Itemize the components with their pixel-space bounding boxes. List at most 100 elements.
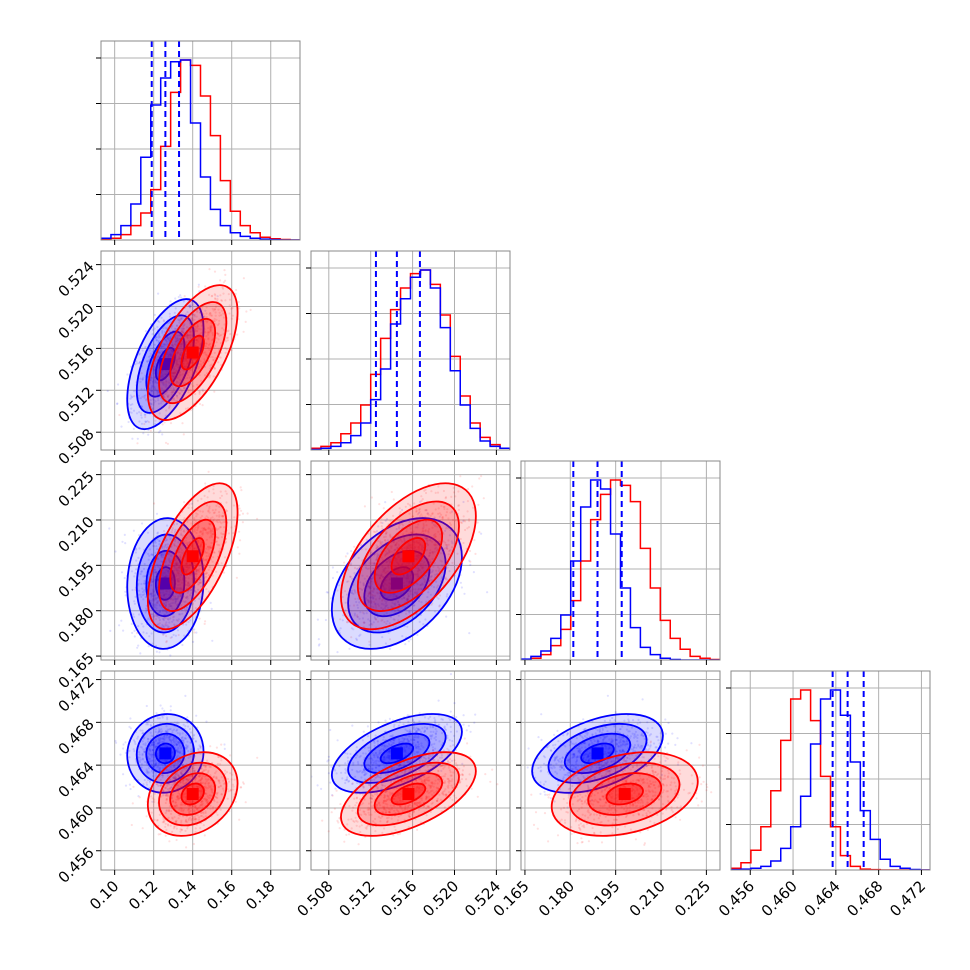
scatter-point [212, 511, 215, 515]
scatter-point [444, 543, 447, 546]
scatter-point [405, 561, 409, 565]
scatter-point [158, 540, 161, 543]
scatter-point [325, 591, 328, 594]
scatter-point [193, 631, 196, 634]
scatter-point [179, 570, 182, 573]
scatter-point [165, 641, 168, 644]
scatter-point [199, 516, 202, 519]
scatter-point [440, 504, 443, 508]
scatter-point [183, 517, 186, 520]
scatter-point [394, 548, 397, 551]
scatter-point [161, 763, 164, 766]
scatter-point [398, 603, 401, 606]
scatter-point [207, 338, 210, 341]
scatter-point [141, 378, 144, 381]
scatter-point [177, 596, 180, 599]
scatter-point [218, 334, 221, 337]
scatter-point [138, 547, 141, 550]
scatter-point [214, 294, 217, 297]
scatter-point [176, 336, 179, 340]
scatter-point [442, 505, 445, 508]
scatter-point [171, 372, 174, 375]
scatter-point [397, 563, 400, 566]
scatter-point [176, 394, 179, 397]
scatter-point [214, 305, 217, 308]
scatter-point [179, 294, 182, 297]
scatter-point [392, 514, 395, 518]
scatter-point [204, 345, 207, 348]
scatter-point [395, 541, 398, 545]
scatter-point [407, 595, 410, 598]
scatter-point [153, 387, 156, 390]
scatter-point [416, 570, 419, 573]
scatter-point [137, 578, 140, 582]
scatter-point [141, 590, 145, 594]
scatter-point [172, 578, 175, 581]
scatter-point [168, 560, 171, 563]
scatter-point [208, 268, 211, 271]
scatter-point [185, 565, 188, 569]
scatter-point [446, 566, 449, 569]
scatter-point [418, 510, 421, 513]
scatter-point [421, 567, 424, 570]
scatter-point [185, 542, 188, 545]
scatter-point [213, 320, 216, 323]
scatter-point [181, 739, 184, 742]
scatter-point [178, 318, 181, 321]
scatter-point [177, 618, 180, 621]
scatter-point [129, 717, 132, 720]
scatter-point [205, 538, 208, 541]
scatter-point [200, 530, 203, 534]
scatter-point [170, 605, 173, 608]
scatter-point [403, 539, 406, 543]
scatter-point [368, 599, 371, 602]
scatter-point [349, 562, 353, 565]
scatter-point [175, 324, 178, 327]
scatter-point [200, 331, 203, 334]
density-peak-red [186, 346, 199, 359]
scatter-point [406, 547, 409, 550]
scatter-point [124, 542, 127, 545]
scatter-point [145, 632, 148, 635]
scatter-point [384, 594, 387, 597]
scatter-point [238, 513, 241, 517]
scatter-point [160, 553, 163, 556]
scatter-point [387, 596, 390, 599]
scatter-point [166, 774, 169, 777]
scatter-point [153, 545, 156, 548]
scatter-point [141, 732, 144, 735]
scatter-point [417, 554, 421, 558]
scatter-point [434, 544, 437, 547]
scatter-point [196, 383, 199, 386]
scatter-point [388, 578, 392, 581]
scatter-point [134, 551, 137, 554]
scatter-point [201, 515, 204, 518]
scatter-point [386, 570, 390, 573]
scatter-point [414, 526, 417, 529]
scatter-point [359, 587, 362, 590]
scatter-point [367, 585, 370, 588]
scatter-point [172, 766, 175, 769]
scatter-point [177, 318, 180, 321]
scatter-point [151, 598, 154, 601]
scatter-point [219, 279, 222, 282]
scatter-point [164, 539, 167, 542]
scatter-point [445, 527, 448, 530]
scatter-point [431, 526, 434, 529]
scatter-point [175, 361, 178, 364]
scatter-point [356, 606, 360, 609]
scatter-point [434, 543, 437, 546]
scatter-point [185, 778, 188, 781]
scatter-point [118, 624, 121, 627]
scatter-point [353, 566, 357, 570]
scatter-point [388, 586, 391, 589]
scatter-point [177, 577, 181, 580]
scatter-point [407, 562, 410, 565]
scatter-point [375, 606, 378, 609]
scatter-point [166, 370, 169, 373]
scatter-point [385, 570, 388, 573]
scatter-point [446, 593, 449, 596]
scatter-point [414, 588, 417, 591]
scatter-point [163, 343, 166, 346]
scatter-point [393, 618, 396, 621]
